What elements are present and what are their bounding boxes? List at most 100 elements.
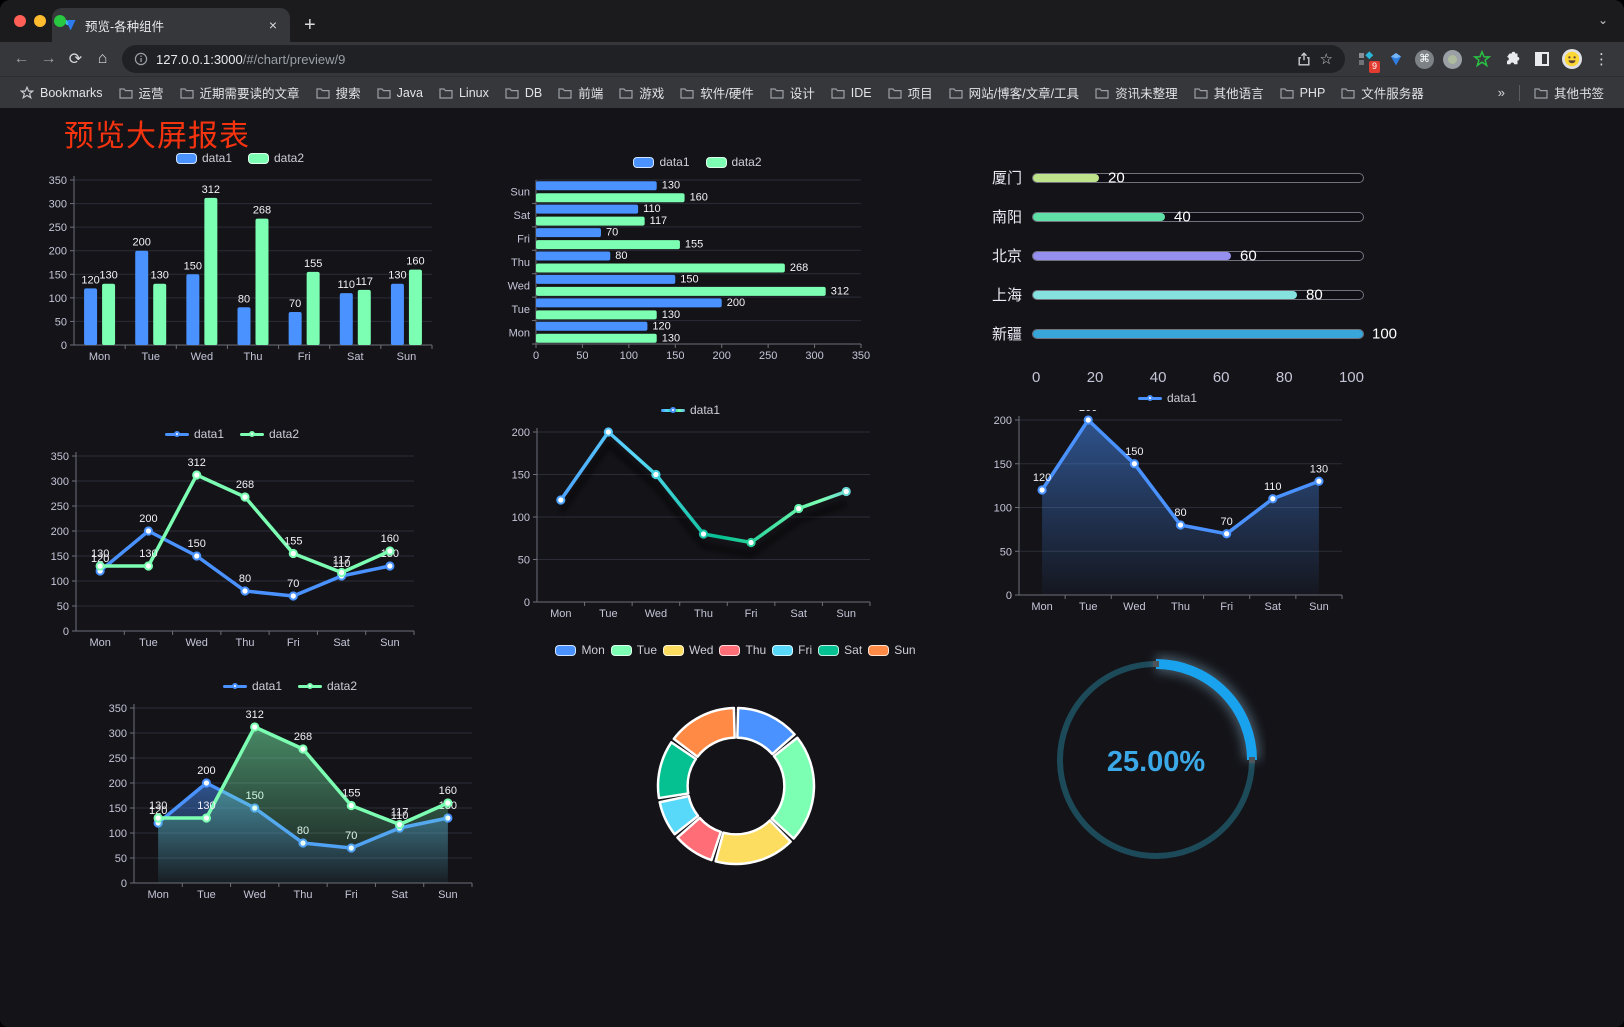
tab-search-chevron-icon[interactable]: ⌄ xyxy=(1597,13,1608,27)
svg-text:Fri: Fri xyxy=(287,637,300,649)
legend-item[interactable]: data2 xyxy=(240,427,299,441)
bookmark-folder[interactable]: 前端 xyxy=(550,80,611,105)
minimize-window-button[interactable] xyxy=(34,15,46,27)
reload-button[interactable]: ⟳ xyxy=(68,51,83,68)
svg-text:Mon: Mon xyxy=(509,327,530,339)
legend-item[interactable]: Thu xyxy=(719,643,766,657)
legend-item[interactable]: data2 xyxy=(298,679,357,693)
extension-badge: 9 xyxy=(1368,60,1380,73)
other-bookmarks-folder[interactable]: 其他书签 xyxy=(1526,80,1612,105)
bookmark-folder[interactable]: 运营 xyxy=(111,80,172,105)
legend-item[interactable]: Sat xyxy=(818,643,862,657)
extension-gem-icon[interactable] xyxy=(1385,49,1406,70)
progress-row[interactable]: 厦门 20 xyxy=(992,158,1364,197)
legend-item[interactable]: Mon xyxy=(555,643,605,657)
svg-text:Sun: Sun xyxy=(510,187,530,199)
progress-row[interactable]: 上海 80 xyxy=(992,275,1364,314)
url-path: /#/chart/preview/9 xyxy=(242,51,346,67)
dark-mode-extension-icon[interactable] xyxy=(1531,49,1552,70)
legend-item[interactable]: data1 xyxy=(633,155,690,169)
bookmark-folder[interactable]: IDE xyxy=(823,83,880,103)
legend-item[interactable]: Fri xyxy=(772,643,812,657)
chart-grouped-bar[interactable]: data1 data2 0 50 100 150 200 250 300 350 Mon Tue We… xyxy=(40,148,440,365)
browser-tab[interactable]: 预览-各种组件 × xyxy=(52,8,290,42)
chart-rounded-donut[interactable]: Mon Tue Wed Thu Fri Sat Sun xyxy=(548,640,923,886)
home-button[interactable]: ⌂ xyxy=(97,50,108,67)
chart-two-series-area[interactable]: data1 data2 0 50 100 150 200 250 300 350 Mon Tue We… xyxy=(100,676,480,903)
extension-dot-icon[interactable] xyxy=(1443,49,1462,69)
svg-text:Tue: Tue xyxy=(511,304,530,316)
extension-command-icon[interactable]: ⌘ xyxy=(1415,49,1434,69)
chart-city-progress[interactable]: 厦门 20 南阳 40 北京 60 上海 80 新疆 100 0 20 40 60 80 100 xyxy=(992,158,1397,386)
svg-text:130: 130 xyxy=(662,332,680,344)
bookmark-label: 搜索 xyxy=(335,87,361,101)
svg-text:Sun: Sun xyxy=(397,351,417,363)
maximize-window-button[interactable] xyxy=(54,15,66,27)
bookmark-star-icon[interactable]: ☆ xyxy=(1319,51,1333,68)
axis-tick-label: 20 xyxy=(1086,369,1104,386)
back-button[interactable]: ← xyxy=(13,50,30,67)
bookmarks-overflow-chevron[interactable]: » xyxy=(1497,85,1505,100)
close-window-button[interactable] xyxy=(14,15,26,27)
progress-row[interactable]: 南阳 40 xyxy=(992,197,1364,236)
bookmark-folder[interactable]: 项目 xyxy=(880,80,941,105)
chart-percent-gauge[interactable]: 25.00% xyxy=(1046,642,1266,870)
legend-item[interactable]: data1 xyxy=(175,151,232,165)
bookmark-folder[interactable]: 近期需要读的文章 xyxy=(172,80,308,105)
tab-close-icon[interactable]: × xyxy=(268,17,277,33)
progress-label: 南阳 xyxy=(992,209,1023,226)
legend-item[interactable]: data1 xyxy=(1137,391,1197,405)
folder-icon xyxy=(315,87,330,99)
chart-two-series-line[interactable]: data1 data2 0 50 100 150 200 250 300 350 Mon Tue We… xyxy=(42,424,422,651)
legend-item[interactable]: data2 xyxy=(248,151,304,165)
progress-track: 80 xyxy=(1032,286,1364,303)
progress-row[interactable]: 新疆 100 xyxy=(992,314,1397,353)
extensions-puzzle-icon[interactable] xyxy=(1501,49,1522,70)
legend-item[interactable]: Sun xyxy=(868,643,916,657)
chart-horizontal-bar[interactable]: data1 data2 Mon Tue Wed Thu Fri Sat Sun 0 50 100 15… xyxy=(500,152,895,366)
svg-text:312: 312 xyxy=(188,457,206,469)
bookmark-folder[interactable]: Java xyxy=(369,83,431,103)
bookmark-folder[interactable]: 游戏 xyxy=(611,80,672,105)
svg-text:Wed: Wed xyxy=(645,608,667,620)
bookmark-folder[interactable]: 文件服务器 xyxy=(1333,80,1432,105)
svg-text:300: 300 xyxy=(51,476,69,488)
address-bar[interactable]: 127.0.0.1:3000/#/chart/preview/9 ☆ xyxy=(122,45,1345,73)
new-tab-button[interactable]: + xyxy=(304,14,316,36)
tab-title: 预览-各种组件 xyxy=(85,19,165,34)
legend-item[interactable]: Tue xyxy=(610,643,657,657)
legend-item[interactable]: data1 xyxy=(660,403,720,417)
legend-swatch xyxy=(610,644,632,656)
bookmark-folder[interactable]: 搜索 xyxy=(308,80,369,105)
legend-item[interactable]: Wed xyxy=(663,643,713,657)
bookmark-folder[interactable]: PHP xyxy=(1272,83,1334,103)
bookmark-folder[interactable]: 软件/硬件 xyxy=(672,80,761,105)
share-icon[interactable] xyxy=(1296,51,1312,67)
bookmark-folder[interactable]: 其他语言 xyxy=(1186,80,1272,105)
bookmarks-root[interactable]: Bookmarks xyxy=(12,83,111,103)
browser-menu-icon[interactable]: ⋮ xyxy=(1594,51,1609,68)
forward-button[interactable]: → xyxy=(40,50,57,67)
legend-label: Mon xyxy=(581,643,605,657)
chart-single-area[interactable]: data1 0 50 100 150 200 Mon Tue Wed Thu Fri Sat Sun 1… xyxy=(985,388,1350,615)
extension-grid-icon[interactable]: 9 xyxy=(1355,49,1380,73)
progress-fill xyxy=(1033,173,1099,182)
bookmark-folder[interactable]: 资讯未整理 xyxy=(1087,80,1186,105)
bookmark-folder[interactable]: Linux xyxy=(431,83,497,103)
legend-item[interactable]: data1 xyxy=(222,679,282,693)
legend-item[interactable]: data1 xyxy=(164,427,224,441)
bookmark-folder[interactable]: 网站/博客/文章/工具 xyxy=(941,80,1087,105)
progress-row[interactable]: 北京 60 xyxy=(992,236,1364,275)
svg-text:Sun: Sun xyxy=(1309,601,1329,613)
gradient-line-plot: 0 50 100 150 200 Mon Tue Wed Thu Fri Sat Sun xyxy=(512,427,871,620)
bookmark-folder[interactable]: DB xyxy=(497,83,550,103)
url-text[interactable]: 127.0.0.1:3000/#/chart/preview/9 xyxy=(156,52,1288,67)
emoji-extension-icon[interactable] xyxy=(1561,49,1582,70)
chart-legend: data1 data2 xyxy=(175,148,304,168)
extension-star-icon[interactable] xyxy=(1471,49,1492,70)
bookmark-folder[interactable]: 设计 xyxy=(762,80,823,105)
page-info-icon[interactable] xyxy=(134,52,148,66)
chart-gradient-line[interactable]: data1 0 50 100 150 200 Mon Tue Wed Thu Fri Sat Sun xyxy=(503,400,878,622)
folder-icon xyxy=(558,87,572,99)
legend-item[interactable]: data2 xyxy=(705,155,762,169)
